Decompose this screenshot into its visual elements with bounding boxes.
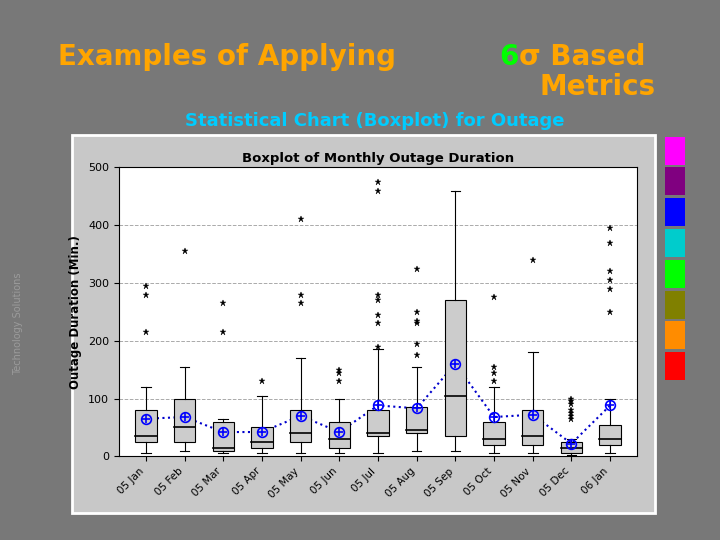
Bar — [135, 410, 156, 442]
Text: Statistical Chart (Boxplot) for Outage: Statistical Chart (Boxplot) for Outage — [184, 112, 564, 131]
Bar — [251, 428, 273, 448]
Text: Metrics: Metrics — [539, 73, 655, 102]
Bar — [174, 399, 195, 442]
Text: σ Based: σ Based — [519, 43, 646, 71]
Y-axis label: Outage Duration (Min.): Outage Duration (Min.) — [69, 235, 82, 389]
Bar — [445, 300, 466, 436]
Bar — [406, 407, 428, 433]
Bar — [328, 422, 350, 448]
Bar — [290, 410, 311, 442]
Text: 6: 6 — [499, 43, 518, 71]
Bar — [483, 422, 505, 445]
Bar — [367, 410, 389, 436]
Text: Examples of Applying: Examples of Applying — [58, 43, 405, 71]
Bar — [212, 422, 234, 450]
Text: Technology Solutions: Technology Solutions — [13, 273, 23, 375]
Title: Boxplot of Monthly Outage Duration: Boxplot of Monthly Outage Duration — [242, 152, 514, 165]
Bar — [522, 410, 544, 445]
Bar — [600, 424, 621, 445]
Bar — [561, 442, 582, 454]
